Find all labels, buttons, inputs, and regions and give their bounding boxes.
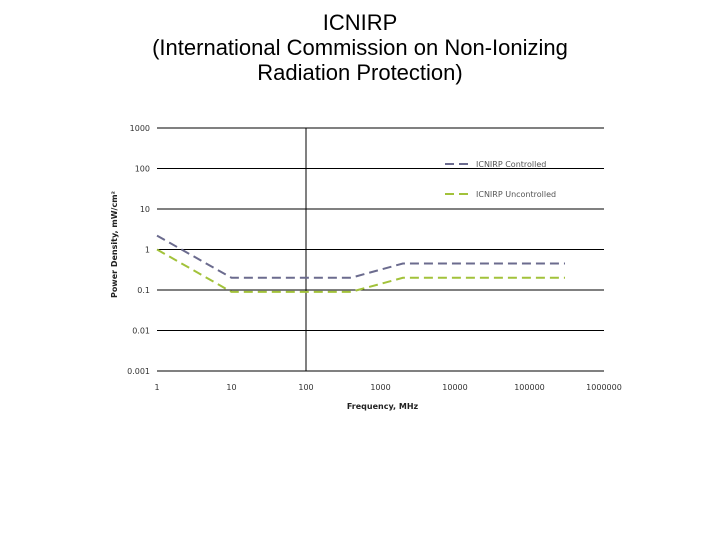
legend-label: ICNIRP Uncontrolled <box>476 190 556 199</box>
legend-label: ICNIRP Controlled <box>476 160 546 169</box>
title-line-3: Radiation Protection) <box>257 60 463 85</box>
x-axis-label: Frequency, MHz <box>347 402 419 411</box>
y-tick-label: 1000 <box>130 124 150 133</box>
y-tick-label: 10 <box>140 205 150 214</box>
slide-title: ICNIRP (International Commission on Non-… <box>0 10 720 85</box>
y-tick-label: 100 <box>135 165 150 174</box>
axes <box>157 128 604 372</box>
x-tick-label: 100000 <box>514 383 545 392</box>
y-tick-label: 1 <box>145 246 150 255</box>
y-tick-label: 0.1 <box>137 286 150 295</box>
x-tick-label: 1000000 <box>586 383 622 392</box>
title-line-1: ICNIRP <box>322 10 398 35</box>
tick-labels: 0.001 0.01 0.1 1 10 100 1000 1 10 100 1000 10000 100… <box>127 124 622 392</box>
series-lines <box>156 234 565 293</box>
x-tick-label: 10000 <box>442 383 467 392</box>
grid <box>157 127 604 331</box>
x-tick-label: 1 <box>154 383 159 392</box>
series-line-controlled <box>156 234 565 279</box>
title-line-2: (International Commission on Non-Ionizin… <box>152 35 568 60</box>
x-tick-label: 10 <box>226 383 236 392</box>
x-tick-label: 100 <box>298 383 313 392</box>
y-tick-label: 0.001 <box>127 367 150 376</box>
legend: ICNIRP Controlled ICNIRP Uncontrolled <box>445 160 556 199</box>
x-tick-label: 1000 <box>370 383 390 392</box>
series-line-uncontrolled <box>156 248 565 293</box>
y-axis-label: Power Density, mW/cm² <box>110 190 119 298</box>
y-tick-label: 0.01 <box>132 327 150 336</box>
